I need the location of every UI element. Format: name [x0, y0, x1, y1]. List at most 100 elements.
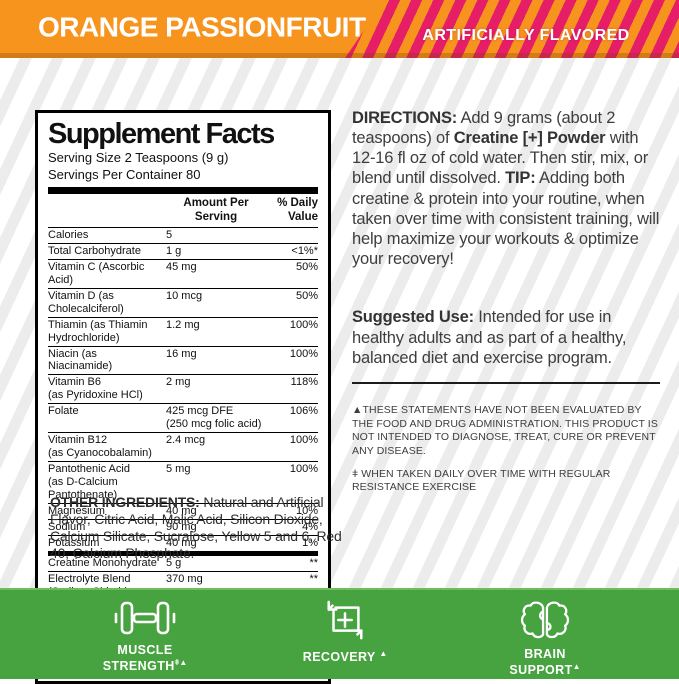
nutrient-amount: 5 mg [166, 463, 191, 476]
suggested-use-paragraph: Suggested Use: Intended for use in healt… [352, 307, 662, 369]
nutrient-amount: 2 mg [166, 376, 191, 389]
nutrient-amount: 370 mg [166, 573, 203, 586]
nutrient-amount: 40 mg [166, 537, 197, 550]
nutrient-name: Pantothenic Acid [48, 463, 130, 476]
nutrient-daily-value: 100% [289, 434, 318, 447]
nutrient-amount: 1 g [166, 244, 182, 257]
diagonal-stripes-decoration [345, 0, 679, 58]
nutrient-amount-sub: (250 mcg folic acid) [166, 418, 262, 431]
nutrient-name: Niacin (as Niacinamide) [48, 347, 113, 373]
nutrient-amount: 425 mcg DFE [166, 405, 234, 418]
recovery-icon [327, 600, 363, 640]
supplement-facts-title: Supplement Facts [48, 118, 275, 150]
dumbbell-icon [114, 601, 176, 635]
nutrient-amount: 10 mcg [166, 289, 203, 302]
flavor-banner: ORANGE PASSIONFRUIT ARTIFICIALLY FLAVORE… [0, 0, 679, 58]
feature-label: RECOVERY ▲ [302, 649, 388, 665]
nutrient-daily-value: 100% [289, 347, 318, 360]
table-row: Pantothenic Acid (as D-Calcium Pantothen… [48, 461, 318, 503]
nutrient-amount: 90 mg [166, 521, 197, 534]
horizontal-rule [352, 382, 660, 384]
column-header-daily-value: % Daily Value [277, 197, 318, 223]
table-row: Thiamin (as Thiamin Hydrochloride) 1.2 m… [48, 316, 318, 346]
feature-label: MUSCLE STRENGTHǂ▲ [102, 643, 188, 674]
table-row: Niacin (as Niacinamide) 16 mg 100% [48, 345, 318, 375]
table-row: Folate 425 mcg DFE (250 mcg folic acid) … [48, 403, 318, 432]
nutrient-amount: 40 mg [166, 505, 197, 518]
nutrient-daily-value: ** [309, 573, 318, 586]
nutrient-name: Vitamin B12 [48, 434, 108, 447]
table-row: Sodium 90 mg 4% [48, 519, 318, 535]
table-row: Vitamin B12 (as Cyanocobalamin) 2.4 mcg … [48, 432, 318, 461]
nutrient-daily-value: 10% [295, 505, 318, 518]
product-name: Creatine [+] Powder [453, 129, 606, 148]
divider-mid [48, 551, 318, 556]
nutrient-name: Thiamin (as Thiamin Hydrochloride) [48, 318, 148, 344]
nutrient-daily-value: 106% [289, 405, 318, 418]
nutrient-rows: Calories 5 Total Carbohydrate 1 g <1%* [48, 226, 318, 551]
nutrient-daily-value: 50% [295, 289, 318, 302]
table-row: Creatine Monohydrate 5 g ** [48, 555, 318, 571]
nutrient-amount: 45 mg [166, 260, 197, 273]
other-ingredients: OTHER INGREDIENTS: Natural and Artificia… [50, 494, 352, 562]
tip-label: TIP: [505, 169, 536, 188]
nutrient-name: Folate [48, 405, 79, 418]
table-row: Vitamin C (Ascorbic Acid) 45 mg 50% [48, 258, 318, 288]
nutrient-daily-value: 118% [290, 376, 318, 389]
nutrient-name: Total Carbohydrate [48, 244, 141, 257]
nutrient-name: Vitamin B6 [48, 376, 101, 389]
disclaimer-statement: ▲THESE STATEMENTS HAVE NOT BEEN EVALUATE… [352, 404, 658, 457]
table-row: Total Carbohydrate 1 g <1%* [48, 242, 318, 259]
table-row: Magnesium 40 mg 10% [48, 503, 318, 519]
table-row: Vitamin D (as Cholecalciferol) 10 mcg 50… [48, 287, 318, 317]
nutrient-name: Sodium [48, 521, 86, 534]
nutrient-amount: 1.2 mg [166, 318, 200, 331]
nutrient-daily-value: 50% [295, 260, 318, 273]
nutrient-name: Vitamin C (Ascorbic Acid) [48, 260, 145, 286]
serving-size: Serving Size 2 Teaspoons (9 g) [48, 150, 229, 166]
nutrient-name-sub: (as Pyridoxine HCl) [48, 389, 143, 402]
suggested-use-label: Suggested Use: [352, 308, 474, 326]
artificially-flavored-note: ARTIFICIALLY FLAVORED [422, 27, 630, 44]
servings-per-container: Servings Per Container 80 [48, 167, 201, 183]
feature-brain-support: BRAIN SUPPORT▲ [460, 598, 630, 678]
nutrient-name-sub: (as Cyanocobalamin) [48, 447, 152, 460]
table-row: Vitamin B6 (as Pyridoxine HCl) 2 mg 118% [48, 374, 318, 403]
feature-muscle-strength: MUSCLE STRENGTHǂ▲ [60, 598, 230, 674]
table-header: Amount Per Serving % Daily Value [48, 194, 318, 226]
nutrient-name: Potassium [48, 537, 100, 550]
tip-text: Adding both creatine & protein into your… [352, 169, 660, 268]
nutrient-name: Calories [48, 228, 89, 241]
banner-bottom-shade [0, 53, 679, 58]
column-header-amount: Amount Per Serving [183, 197, 249, 223]
nutrient-daily-value: 1% [302, 537, 318, 550]
nutrient-name-sub: (as D-Calcium Pantothenate) [48, 476, 118, 502]
directions-paragraph: DIRECTIONS: Add 9 grams (about 2 teaspoo… [352, 109, 660, 268]
nutrient-daily-value: 4% [302, 521, 318, 534]
nutrient-amount: 16 mg [166, 347, 197, 360]
divider-thick [48, 187, 318, 195]
nutrient-name: Magnesium [48, 505, 105, 518]
nutrient-name: Creatine Monohydrate [48, 557, 157, 570]
other-ingredients-text: Natural and Artificial Flavor, Citric Ac… [50, 494, 342, 562]
benefits-banner: MUSCLE STRENGTHǂ▲ RECOVERY ▲ BRAIN SUPP [0, 588, 679, 679]
feature-label: BRAIN SUPPORT▲ [509, 647, 581, 678]
nutrient-daily-value: 100% [289, 463, 318, 476]
nutrient-daily-value: ** [309, 557, 318, 570]
feature-recovery: RECOVERY ▲ [260, 598, 430, 665]
fda-disclaimer: ▲THESE STATEMENTS HAVE NOT BEEN EVALUATE… [352, 404, 660, 495]
table-row: Potassium 40 mg 1% [48, 535, 318, 551]
nutrient-amount: 2.4 mcg [166, 434, 206, 447]
other-ingredients-label: OTHER INGREDIENTS: [50, 494, 200, 510]
nutrient-amount: 5 g [166, 557, 182, 570]
brain-icon [520, 601, 570, 639]
directions-label: DIRECTIONS: [352, 109, 458, 127]
nutrient-amount: 5 [166, 228, 173, 241]
suggested-use-text: Intended for use in healthy adults and a… [352, 308, 627, 368]
disclaimer-condition: ǂ WHEN TAKEN DAILY OVER TIME WITH REGULA… [352, 467, 611, 494]
nutrient-name: Electrolyte Blend [48, 573, 131, 586]
nutrient-name: Vitamin D (as Cholecalciferol) [48, 289, 124, 315]
nutrient-daily-value: 100% [289, 318, 318, 331]
table-row: Calories 5 [48, 226, 318, 243]
